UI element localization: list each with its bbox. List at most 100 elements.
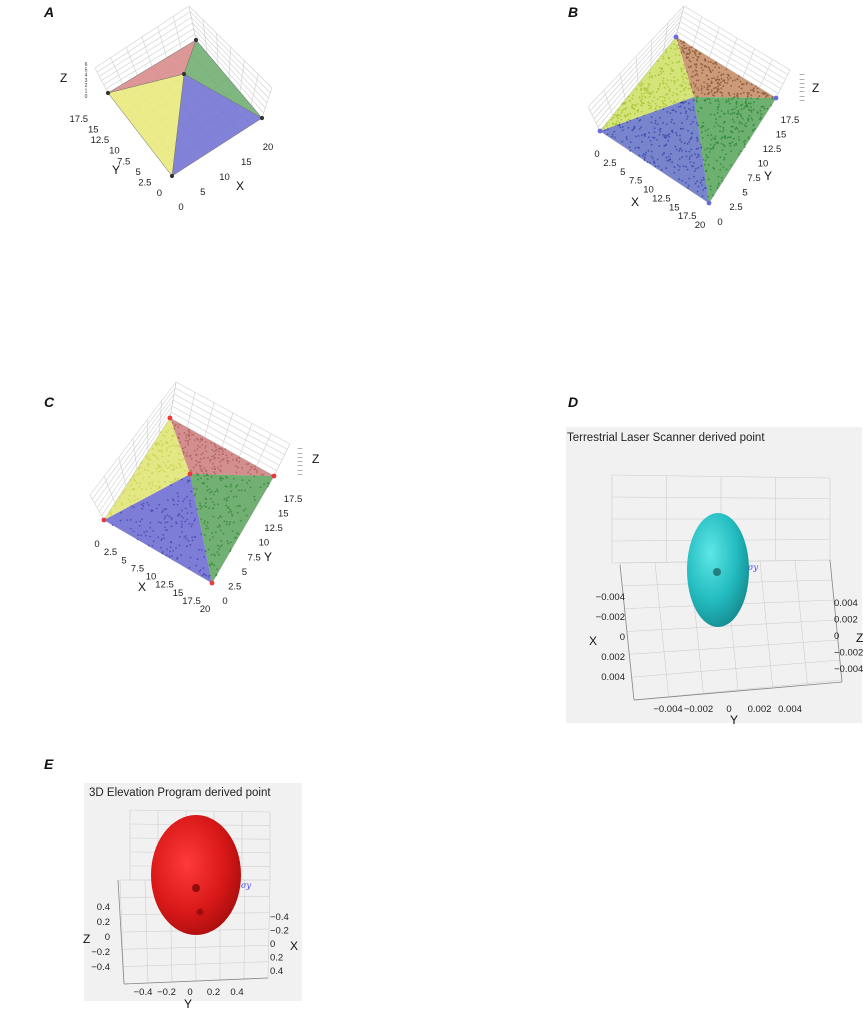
panel-c-point [164, 521, 167, 524]
panel-c-point [218, 553, 220, 556]
panel-c-point [247, 463, 250, 465]
panel-c-point [255, 469, 258, 472]
panel-c-point [231, 530, 234, 532]
panel-b-point [707, 178, 710, 181]
panel-c-point [173, 480, 176, 482]
panel-c-point [241, 466, 244, 469]
panel-c-point [203, 522, 206, 525]
panel-c-point [207, 456, 209, 459]
panel-c-point [196, 508, 199, 511]
panel-c-side-wall-grid [256, 433, 272, 467]
panel-c-point [225, 520, 228, 523]
panel-b-point [664, 62, 667, 65]
panel-b-point [684, 101, 687, 103]
panel-b-y-tick: 0 [717, 217, 722, 228]
panel-b-point [682, 78, 685, 80]
panel-c-point [145, 530, 148, 533]
panel-b-point [742, 91, 745, 94]
panel-b-point [676, 94, 679, 96]
panel-c-point [148, 476, 151, 478]
panel-b-point [687, 129, 689, 132]
panel-b-point [750, 106, 752, 108]
panel-c-point [126, 519, 129, 521]
panel-c-point [206, 489, 209, 492]
panel-b-point [710, 91, 713, 93]
panel-b-point [674, 101, 677, 104]
panel-b-vertex [706, 200, 712, 206]
panel-b-y-tick: 15 [776, 130, 787, 141]
panel-b-point [714, 86, 717, 89]
panel-c-point [169, 546, 172, 549]
panel-c-point [199, 569, 202, 571]
panel-b-point [756, 111, 759, 113]
panel-c-point [230, 483, 233, 486]
panel-b-point [668, 97, 671, 100]
panel-b-point [646, 91, 648, 94]
panel-a-y-tick: 17.5 [70, 114, 89, 125]
panel-c-y-tick: 5 [242, 567, 247, 578]
panel-c-point [191, 433, 193, 436]
panel-b-point [644, 89, 646, 92]
panel-b-point [722, 129, 725, 131]
panel-b-point [682, 102, 684, 105]
panel-c-y-tick: 12.5 [264, 523, 283, 534]
panel-b-point [676, 88, 678, 90]
panel-b-point [637, 135, 640, 137]
panel-c-point [167, 429, 170, 432]
panel-b-point [728, 142, 731, 145]
panel-d-floor-grid [794, 560, 808, 684]
panel-c-point [220, 539, 223, 542]
panel-b-point [670, 69, 673, 72]
panel-c-point [183, 498, 186, 500]
panel-c-point [190, 469, 193, 472]
panel-b-point [763, 107, 766, 110]
panel-c-point [219, 477, 221, 480]
panel-b-point [745, 101, 747, 103]
panel-b-point [617, 108, 620, 111]
panel-c-point [175, 466, 178, 469]
panel-c-point [155, 507, 158, 510]
panel-c-point [186, 512, 189, 515]
panel-b-point [657, 73, 660, 76]
panel-c-point [205, 574, 208, 577]
panel-c-point [158, 486, 160, 489]
panel-b-point [670, 67, 673, 70]
panel-c-x-tick: 15 [173, 588, 184, 599]
panel-b-point [689, 156, 691, 158]
panel-c-point [235, 495, 238, 498]
panel-b-point [676, 44, 678, 47]
panel-c-point [195, 460, 198, 462]
panel-c-point [253, 495, 256, 498]
panel-c-point [218, 447, 221, 450]
panel-b-point [677, 164, 679, 166]
panel-c-x-tick: 2.5 [104, 547, 117, 558]
panel-b-point [710, 139, 713, 141]
panel-b-point [736, 113, 738, 116]
panel-b-point [621, 129, 624, 132]
panel-c-point [227, 460, 230, 462]
panel-c-point [217, 517, 220, 520]
panel-c-point [250, 465, 253, 468]
panel-c-point [221, 450, 224, 453]
panel-c-point [211, 532, 214, 534]
panel-b-point [731, 80, 734, 82]
panel-b-point [701, 63, 704, 66]
panel-b-point [740, 114, 742, 116]
panel-e-y-tick: 0 [187, 987, 192, 998]
panel-c-point [205, 445, 208, 447]
panel-b-point [620, 118, 623, 121]
panel-b-point [669, 88, 671, 90]
panel-c-point [182, 452, 185, 455]
panel-c-point [189, 556, 192, 559]
panel-b-point [694, 116, 696, 119]
panel-c-point [163, 517, 166, 520]
panel-b-point [704, 65, 706, 68]
panel-d-x-tick: −0.002 [596, 612, 625, 623]
panel-c-point [109, 511, 111, 514]
panel-e-x-tick: −0.2 [270, 926, 289, 937]
panel-b-point [743, 143, 746, 146]
panel-a-y-tick: 2.5 [138, 177, 151, 188]
panel-c-point [161, 455, 164, 458]
panel-c-point [235, 471, 238, 474]
panel-c-point [230, 453, 233, 456]
